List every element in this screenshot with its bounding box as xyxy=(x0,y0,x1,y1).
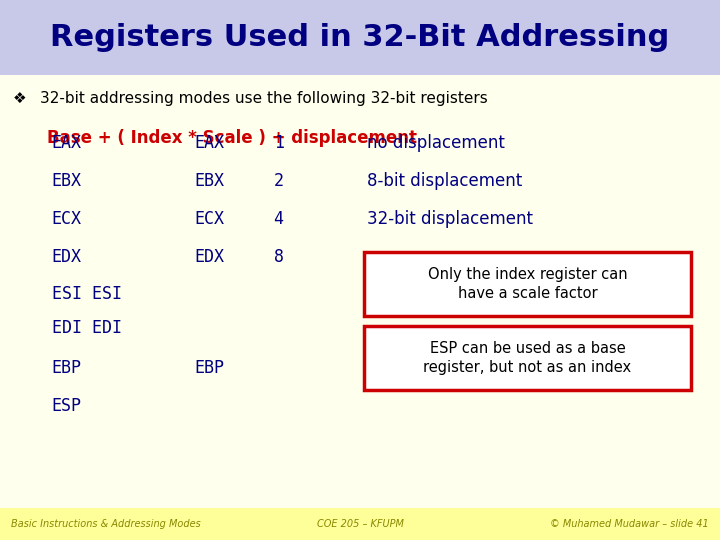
Text: 1: 1 xyxy=(274,134,284,152)
Text: EDX: EDX xyxy=(194,247,225,266)
Text: EAX: EAX xyxy=(194,134,225,152)
Text: EBP: EBP xyxy=(52,359,82,377)
FancyBboxPatch shape xyxy=(364,252,691,316)
Text: EBX: EBX xyxy=(52,172,82,190)
FancyBboxPatch shape xyxy=(364,326,691,390)
Text: EBX: EBX xyxy=(194,172,225,190)
Text: 2: 2 xyxy=(274,172,284,190)
Text: EDI EDI: EDI EDI xyxy=(52,319,122,337)
Text: 32-bit addressing modes use the following 32-bit registers: 32-bit addressing modes use the followin… xyxy=(40,91,487,106)
Text: ESP: ESP xyxy=(52,397,82,415)
Text: ESI ESI: ESI ESI xyxy=(52,285,122,303)
Text: Basic Instructions & Addressing Modes: Basic Instructions & Addressing Modes xyxy=(11,519,201,529)
Text: ESP can be used as a base
register, but not as an index: ESP can be used as a base register, but … xyxy=(423,341,631,375)
Text: 8-bit displacement: 8-bit displacement xyxy=(367,172,523,190)
Text: ECX: ECX xyxy=(52,210,82,228)
Bar xyxy=(0,508,720,540)
Bar xyxy=(0,0,720,75)
Text: Registers Used in 32-Bit Addressing: Registers Used in 32-Bit Addressing xyxy=(50,23,670,52)
Text: 32-bit displacement: 32-bit displacement xyxy=(367,210,534,228)
Text: 4: 4 xyxy=(274,210,284,228)
Text: COE 205 – KFUPM: COE 205 – KFUPM xyxy=(317,519,403,529)
Text: ❖: ❖ xyxy=(13,91,27,106)
Text: 8: 8 xyxy=(274,247,284,266)
Text: no displacement: no displacement xyxy=(367,134,505,152)
Text: EDX: EDX xyxy=(52,247,82,266)
Text: © Muhamed Mudawar – slide 41: © Muhamed Mudawar – slide 41 xyxy=(551,519,709,529)
Text: EAX: EAX xyxy=(52,134,82,152)
Text: EBP: EBP xyxy=(194,359,225,377)
Text: Only the index register can
have a scale factor: Only the index register can have a scale… xyxy=(428,267,627,301)
Text: Base + ( Index * Scale ) + displacement: Base + ( Index * Scale ) + displacement xyxy=(47,129,417,147)
Text: ECX: ECX xyxy=(194,210,225,228)
